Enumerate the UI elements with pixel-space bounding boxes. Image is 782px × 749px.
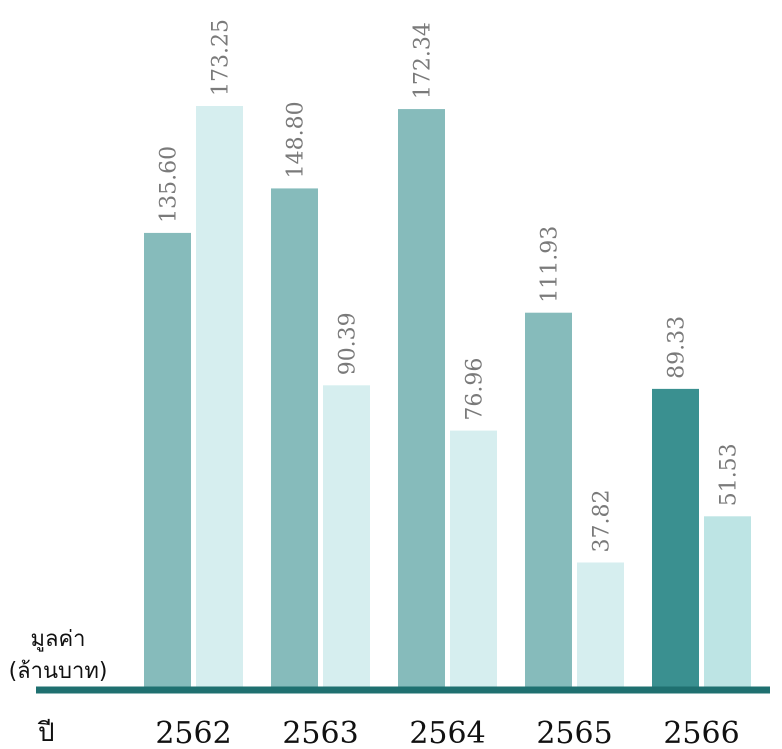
value-label-2564-series2: 76.96: [463, 358, 488, 421]
value-label-2562-series2: 173.25: [209, 19, 234, 96]
bar-2562-series2: [196, 106, 243, 690]
category-label-2564: 2564: [409, 716, 485, 749]
value-label-2565-series2: 37.82: [590, 490, 615, 553]
value-label-2562-series1: 135.60: [157, 146, 182, 223]
bar-2566-series1: [652, 388, 699, 690]
bar-2565-series2: [577, 562, 624, 690]
value-label-2564-series1: 172.34: [411, 22, 436, 99]
category-label-2563: 2563: [282, 716, 358, 749]
bar-2564-series1: [398, 109, 445, 690]
value-label-2563-series2: 90.39: [336, 312, 361, 375]
bar-2565-series1: [525, 312, 572, 690]
bar-2563-series2: [323, 385, 370, 690]
bar-2564-series2: [450, 430, 497, 690]
x-axis-title: ปี: [37, 718, 55, 748]
y-axis-title-line2: (ล้านบาท): [9, 659, 108, 684]
category-label-2565: 2565: [536, 716, 612, 749]
value-labels-group: 135.60 173.25 148.80 90.39 172.34 76.96 111.93…: [157, 19, 742, 552]
value-label-2566-series1: 89.33: [665, 316, 690, 379]
category-label-2566: 2566: [663, 716, 739, 749]
category-labels-group: 2562 2563 2564 2565 2566: [155, 716, 739, 749]
bar-2563-series1: [271, 188, 318, 691]
bars-group: [144, 106, 751, 691]
bar-2566-series2: [704, 516, 751, 690]
value-label-2566-series2: 51.53: [717, 443, 742, 506]
value-label-2565-series1: 111.93: [538, 226, 563, 303]
value-label-2563-series1: 148.80: [284, 101, 309, 178]
bar-2562-series1: [144, 232, 191, 691]
category-label-2562: 2562: [155, 716, 231, 749]
y-axis-title-line1: มูลค่า: [30, 627, 85, 652]
